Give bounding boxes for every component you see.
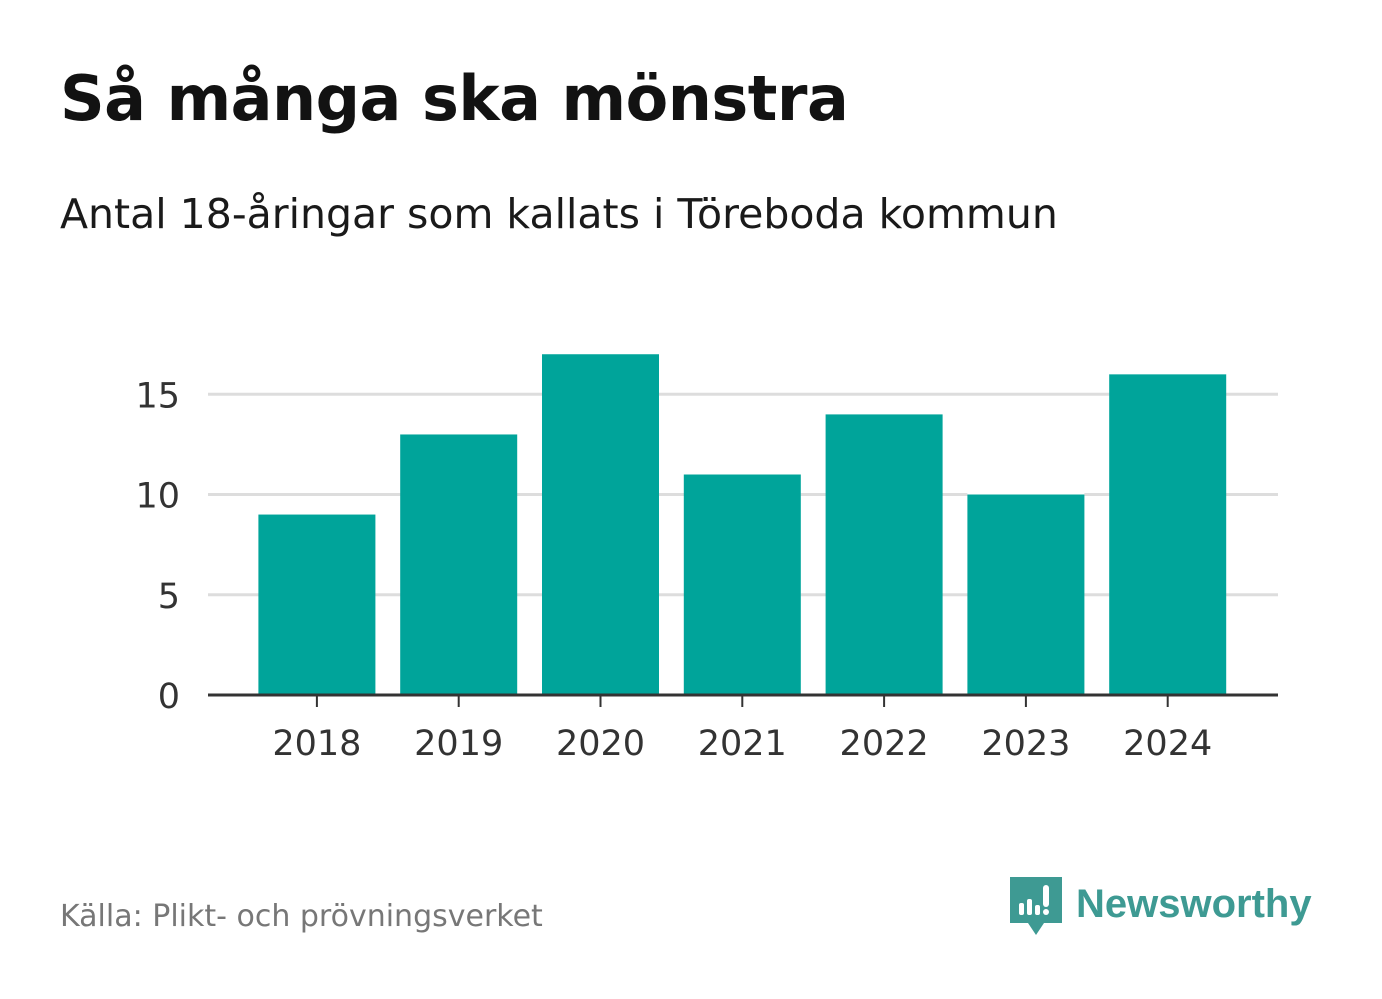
bar-2018 bbox=[258, 514, 376, 695]
x-tick-label: 2018 bbox=[272, 724, 361, 764]
x-tick-label: 2021 bbox=[698, 724, 787, 764]
chart-title: Så många ska mönstra bbox=[60, 62, 849, 135]
bar-2021 bbox=[683, 474, 801, 695]
x-tick-label: 2024 bbox=[1123, 724, 1212, 764]
bar-2020 bbox=[542, 354, 659, 695]
source-note: Källa: Plikt- och prövningsverket bbox=[60, 899, 543, 934]
y-tick-label: 5 bbox=[158, 577, 180, 617]
x-tick-label: 2022 bbox=[840, 724, 929, 764]
tick-labels: 0 5 10 15 2018 2019 2020 2021 2022 2023 2024 bbox=[135, 376, 1212, 764]
bars bbox=[258, 352, 1227, 695]
brand-name: Newsworthy bbox=[1076, 881, 1312, 926]
bar-2019 bbox=[400, 434, 518, 695]
y-tick-label: 10 bbox=[135, 477, 180, 517]
bar-2022 bbox=[825, 414, 943, 695]
bar-2023 bbox=[967, 494, 1085, 695]
x-tick-label: 2023 bbox=[981, 724, 1070, 764]
x-tick-label: 2019 bbox=[414, 724, 503, 764]
y-tick-label: 0 bbox=[158, 677, 180, 717]
bar-2024 bbox=[1109, 374, 1227, 695]
x-tick-label: 2020 bbox=[556, 724, 645, 764]
chart-subtitle: Antal 18-åringar som kallats i Töreboda … bbox=[60, 190, 1058, 238]
newsworthy-logo-icon bbox=[1010, 877, 1062, 935]
axes bbox=[208, 693, 1278, 707]
brand-logo: Newsworthy bbox=[1010, 876, 1312, 940]
y-tick-label: 15 bbox=[135, 376, 180, 416]
